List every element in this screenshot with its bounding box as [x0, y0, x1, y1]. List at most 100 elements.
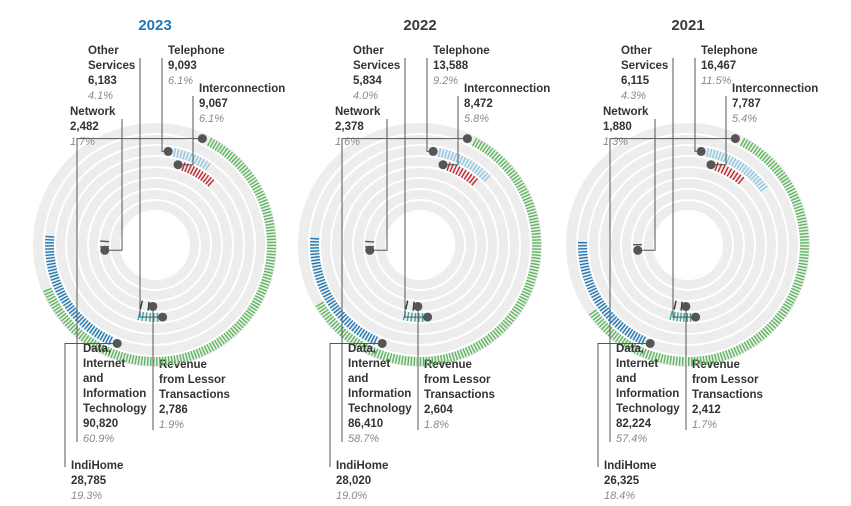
- bar-tick: [110, 349, 115, 358]
- bar-tick: [206, 137, 213, 147]
- bar-tick: [52, 282, 62, 287]
- bar-tick: [437, 355, 440, 365]
- bar-tick: [47, 295, 56, 301]
- bar-tick: [458, 167, 464, 177]
- bar-tick: [468, 175, 476, 184]
- bar-tick: [508, 312, 517, 320]
- bar-tick: [748, 338, 755, 347]
- bar-tick: [778, 310, 787, 317]
- bar-tick: [711, 354, 715, 364]
- bar-tick: [113, 350, 118, 360]
- bar-tick: [484, 146, 491, 155]
- bar-tick: [521, 290, 531, 296]
- bar-tick: [500, 321, 509, 330]
- bar-tick: [164, 356, 167, 366]
- chart-2021: 2021 Other Services 6,115 4.3% Telephone 16,46…: [566, 17, 818, 502]
- bar-tick: [104, 346, 110, 356]
- bar-tick: [601, 307, 610, 315]
- bar-tick: [331, 304, 340, 312]
- bar-tick: [55, 308, 64, 315]
- bar-tick: [481, 144, 489, 153]
- bar-tick: [53, 305, 62, 312]
- bar-tick: [522, 287, 532, 293]
- bar-tick: [507, 169, 516, 177]
- bar-tick: [365, 344, 371, 354]
- bar-tick: [446, 150, 452, 160]
- bar-tick: [759, 185, 768, 192]
- bar-tick: [391, 353, 396, 363]
- segment-name: Data,: [83, 343, 111, 355]
- bar-tick: [638, 334, 644, 344]
- bar-tick: [477, 140, 483, 150]
- leader-line: [672, 58, 696, 318]
- bar-tick: [503, 164, 512, 172]
- bar-tick: [193, 155, 199, 165]
- bar-tick: [485, 335, 492, 344]
- bar-tick: [479, 142, 486, 151]
- bar-tick: [699, 356, 702, 366]
- segment-percent: 1.7%: [692, 419, 717, 431]
- segment-name: Services: [353, 60, 400, 72]
- bar-tick: [445, 353, 450, 363]
- bar-tick: [653, 352, 658, 362]
- bar-tick: [240, 167, 249, 174]
- segment-value: 28,020: [336, 475, 371, 487]
- bar-tick: [258, 287, 268, 292]
- bar-tick: [779, 174, 788, 181]
- bar-tick: [531, 254, 541, 257]
- bar-tick: [708, 148, 713, 158]
- bar-tick: [346, 334, 354, 343]
- bar-tick: [327, 299, 336, 306]
- bar-tick: [525, 282, 535, 287]
- bar-tick: [262, 273, 273, 278]
- bar-tick: [531, 256, 541, 260]
- bar-tick: [759, 151, 767, 160]
- leader-line: [329, 342, 383, 467]
- bar-tick: [621, 325, 629, 334]
- bar-tick: [361, 330, 368, 339]
- bar-tick: [263, 216, 274, 221]
- bar-tick: [182, 150, 187, 160]
- bar-tick: [783, 182, 793, 189]
- bar-tick: [726, 168, 733, 177]
- bar-tick: [243, 312, 252, 319]
- label-interconnection: Interconnection 9,067 6.1%: [199, 83, 285, 125]
- bar-tick: [431, 356, 434, 366]
- bar-tick: [610, 330, 617, 339]
- bar-tick: [101, 345, 107, 355]
- ring-divider: [576, 133, 800, 357]
- bar-tick: [594, 316, 603, 324]
- bar-tick: [227, 329, 235, 337]
- segment-name: Internet: [348, 358, 390, 370]
- bar-tick: [321, 289, 331, 295]
- bar-tick: [137, 355, 141, 365]
- bar-tick: [603, 324, 611, 333]
- leader-line: [597, 342, 651, 467]
- bar-tick: [61, 297, 70, 304]
- bar-tick: [192, 167, 198, 177]
- chart-title: 2023: [138, 17, 171, 34]
- label-other-services: Other Services 6,183 4.1%: [88, 45, 135, 102]
- bar-tick: [777, 172, 786, 179]
- bar-tick: [725, 350, 730, 360]
- bar-tick: [310, 237, 320, 240]
- bar-tick: [616, 322, 624, 330]
- bar-tick: [45, 253, 55, 257]
- segment-value: 2,786: [159, 404, 188, 416]
- bar-tick: [782, 179, 791, 186]
- bar-tick: [635, 333, 641, 343]
- label-data-internet-and-information-technology: Data, Internet and Information Technology 90,…: [83, 343, 147, 445]
- bar-tick: [663, 354, 667, 364]
- bar-tick: [256, 193, 265, 199]
- bar-tick: [451, 352, 456, 362]
- bar-tick: [179, 149, 183, 159]
- bar-tick: [475, 341, 482, 351]
- bar-tick: [439, 354, 443, 365]
- bar-tick: [747, 171, 755, 179]
- bar-tick: [733, 346, 739, 356]
- bar-tick: [708, 354, 712, 364]
- bar-tick: [200, 346, 207, 356]
- bar-tick: [728, 156, 734, 166]
- segment-value: 9,093: [168, 60, 197, 72]
